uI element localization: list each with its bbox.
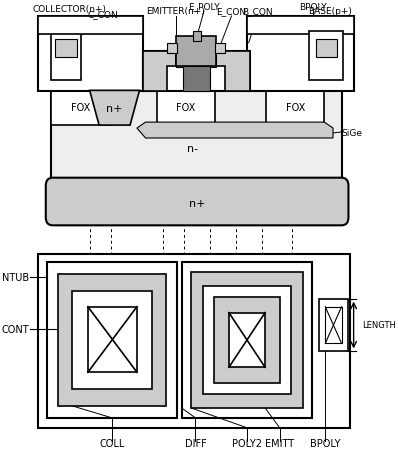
Bar xyxy=(51,32,81,81)
Polygon shape xyxy=(216,51,250,92)
Bar xyxy=(143,51,250,92)
Text: FOX: FOX xyxy=(285,103,305,113)
Text: POLY2: POLY2 xyxy=(232,437,262,448)
Text: EMITTER(n+): EMITTER(n+) xyxy=(146,8,205,16)
Bar xyxy=(38,254,350,428)
Bar xyxy=(247,17,355,92)
Text: EMITT: EMITT xyxy=(265,437,294,448)
Bar xyxy=(38,17,143,92)
Bar xyxy=(167,44,178,54)
Bar xyxy=(266,91,324,126)
Text: SiGe: SiGe xyxy=(341,128,363,137)
Bar xyxy=(309,32,343,81)
Text: COLL: COLL xyxy=(100,437,125,448)
Text: n+: n+ xyxy=(106,104,123,114)
Bar xyxy=(191,272,303,408)
Bar xyxy=(176,57,216,67)
Text: FOX: FOX xyxy=(176,103,195,113)
Bar xyxy=(88,307,137,373)
Bar xyxy=(157,91,215,126)
Bar xyxy=(215,44,226,54)
Bar xyxy=(183,66,210,92)
Bar xyxy=(193,32,201,41)
Bar xyxy=(181,262,312,418)
Text: C_CON: C_CON xyxy=(87,10,118,19)
Text: BPOLY: BPOLY xyxy=(310,437,341,448)
Polygon shape xyxy=(143,51,176,92)
Bar xyxy=(325,307,341,344)
Text: E_CON: E_CON xyxy=(217,8,247,16)
Text: E_POLY: E_POLY xyxy=(188,3,220,11)
Bar xyxy=(55,40,77,57)
Text: DIFF: DIFF xyxy=(185,437,206,448)
Bar xyxy=(203,286,291,394)
Bar xyxy=(51,91,109,126)
Text: n-: n- xyxy=(187,143,198,154)
Bar xyxy=(316,40,337,57)
Text: B_CON: B_CON xyxy=(242,8,273,16)
FancyBboxPatch shape xyxy=(46,178,349,226)
Bar xyxy=(176,37,216,66)
Text: LENGTH: LENGTH xyxy=(362,320,396,329)
Text: COLLECTOR(n+): COLLECTOR(n+) xyxy=(33,5,107,14)
Polygon shape xyxy=(137,123,333,139)
Bar xyxy=(58,274,166,406)
Text: FOX: FOX xyxy=(70,103,90,113)
Polygon shape xyxy=(90,91,140,126)
Text: BASE(p+): BASE(p+) xyxy=(308,8,352,16)
Bar xyxy=(229,313,265,368)
Polygon shape xyxy=(51,91,341,186)
Bar xyxy=(247,17,355,35)
Text: NTUB: NTUB xyxy=(2,272,29,282)
Bar xyxy=(214,297,280,383)
Bar xyxy=(319,299,347,352)
Bar xyxy=(38,17,143,35)
Text: CONT: CONT xyxy=(2,324,29,334)
Bar xyxy=(72,291,152,389)
Bar xyxy=(47,262,178,418)
Text: n+: n+ xyxy=(189,199,205,209)
Text: BPOLY: BPOLY xyxy=(299,3,327,11)
